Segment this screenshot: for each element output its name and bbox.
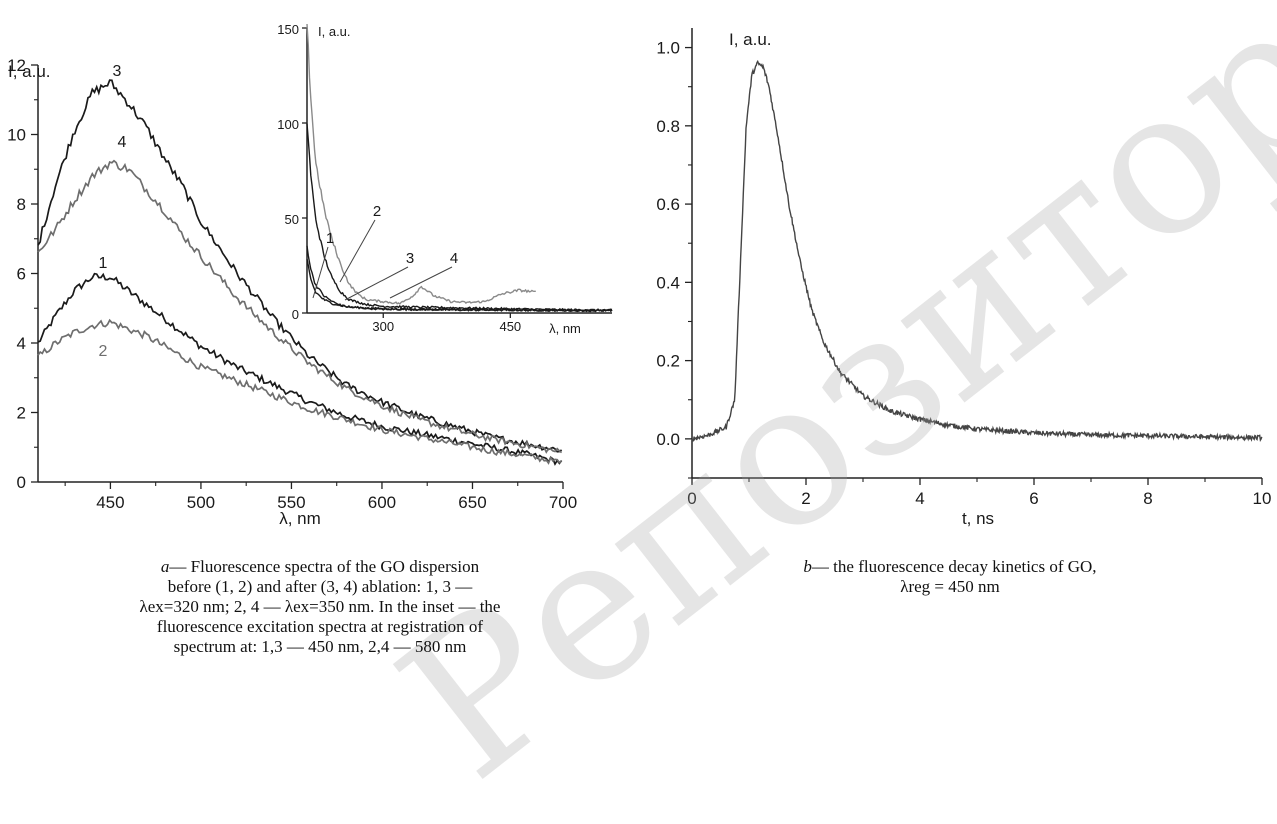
chart-a-curve-label-1: 1: [99, 255, 108, 272]
chart-a-y-tick-label: 8: [17, 195, 26, 214]
chart-a-y-tick-label: 10: [7, 126, 26, 145]
chart-b-y-tick-label: 1.0: [656, 39, 680, 58]
chart-b-y-tick-label: 0.2: [656, 352, 680, 371]
chart-a-curve-label-3: 3: [113, 63, 122, 80]
caption-a-line-5: spectrum at: 1,3 — 450 nm, 2,4 — 580 nm: [173, 637, 467, 656]
chart-a-inset-curve-label-1: 1: [326, 230, 334, 247]
chart-a-inset-series-3-line: [306, 258, 613, 313]
chart-a-inset-curve-label-3: 3: [406, 250, 414, 267]
chart-a-y-tick-label: 4: [17, 334, 26, 353]
chart-a-x-tick-label: 550: [277, 493, 305, 512]
chart-a-inset-y-tick-label: 150: [277, 22, 299, 37]
chart-b-y-tick-label: 0.6: [656, 195, 680, 214]
chart-b-x-tick-label: 10: [1253, 489, 1272, 508]
caption-a-line-3: λex=320 nm; 2, 4 — λex=350 nm. In the in…: [139, 597, 501, 616]
caption-a-line-2: before (1, 2) and after (3, 4) ablation:…: [167, 577, 473, 596]
chart-a-x-tick-label: 650: [458, 493, 486, 512]
chart-a-series-3-line: [37, 79, 563, 453]
chart-a-y-axis-label: I, a.u.: [8, 62, 51, 81]
caption-a-line-1: a— Fluorescence spectra of the GO disper…: [160, 557, 480, 576]
chart-a-curve-label-4: 4: [118, 134, 127, 151]
chart-b-x-tick-label: 8: [1143, 489, 1152, 508]
chart-a-x-tick-label: 700: [549, 493, 577, 512]
chart-b-x-tick-label: 6: [1029, 489, 1038, 508]
caption-a-line-4: fluorescence excitation spectra at regis…: [156, 617, 484, 636]
chart-a-inset-y-tick-label: 0: [292, 307, 299, 322]
chart-a-series-1-line: [37, 272, 563, 466]
chart-a-series-4-line: [37, 159, 563, 454]
chart-b-y-axis-label: I, a.u.: [729, 30, 772, 49]
chart-b-x-tick-label: 4: [915, 489, 924, 508]
chart-a-inset-x-tick-label: 300: [372, 319, 394, 334]
chart-a-x-tick-label: 500: [187, 493, 215, 512]
chart-a-inset-y-axis-label: I, a.u.: [318, 24, 351, 39]
chart-a-inset-x-axis-label: λ, nm: [549, 321, 581, 336]
chart-a-inset-pointer-3: [344, 266, 409, 301]
caption-b-letter: b: [803, 557, 812, 576]
chart-a-y-tick-label: 0: [17, 473, 26, 492]
chart-a-curve-label-2: 2: [99, 343, 108, 360]
chart-a-x-tick-label: 450: [96, 493, 124, 512]
chart-a-inset-pointer-4: [389, 266, 453, 299]
chart-a-inset-y-tick-label: 100: [277, 117, 299, 132]
chart-a-x-axis-label: λ, nm: [279, 509, 321, 528]
chart-b-series-0-line: [691, 59, 1263, 442]
caption-b-line-1: b— the fluorescence decay kinetics of GO…: [803, 557, 1097, 576]
chart-a-inset-series-4-line: [306, 23, 536, 305]
caption-b: b— the fluorescence decay kinetics of GO…: [690, 557, 1210, 597]
chart-a-y-tick-label: 6: [17, 265, 26, 284]
chart-a-y-tick-label: 2: [17, 404, 26, 423]
chart-b-x-tick-label: 0: [687, 489, 696, 508]
caption-a: a— Fluorescence spectra of the GO disper…: [60, 557, 580, 657]
chart-b-x-axis-label: t, ns: [962, 509, 994, 528]
chart-b-y-tick-label: 0.8: [656, 117, 680, 136]
chart-a-inset-curve-label-2: 2: [373, 203, 381, 220]
chart-a-x-tick-label: 600: [368, 493, 396, 512]
chart-a-inset-pointer-2: [339, 219, 376, 283]
chart-b-x-tick-label: 2: [801, 489, 810, 508]
chart-a-inset-y-tick-label: 50: [285, 212, 299, 227]
caption-b-line-2: λreg = 450 nm: [900, 577, 1000, 596]
chart-b-y-tick-label: 0.4: [656, 273, 680, 292]
caption-a-letter: a: [160, 557, 170, 576]
chart-a-inset-curve-label-4: 4: [450, 250, 458, 267]
chart-a-y-tick-label: 12: [7, 56, 26, 75]
chart-a-inset-x-tick-label: 450: [499, 319, 521, 334]
chart-a-inset-pointer-1: [312, 246, 329, 299]
chart-a-series-2-line: [37, 318, 563, 465]
chart-b-y-tick-label: 0.0: [656, 430, 680, 449]
chart-a-inset-series-2-line: [306, 123, 613, 312]
